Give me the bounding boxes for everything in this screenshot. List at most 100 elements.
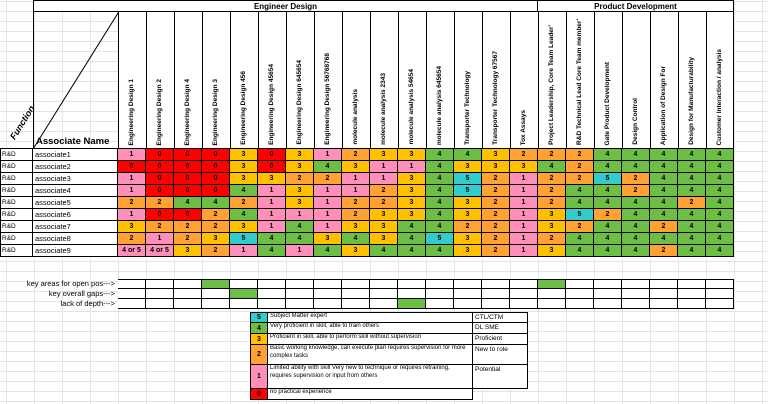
function-cell[interactable]: R&D [0,221,33,233]
annotation-cell[interactable] [146,279,174,289]
annotation-cell[interactable] [286,299,314,309]
column-header[interactable]: Engineering Design 45654 [258,12,286,148]
skill-cell[interactable]: 3 [398,197,426,209]
skill-cell[interactable]: 2 [454,221,482,233]
skill-cell[interactable]: 1 [258,197,286,209]
skill-cell[interactable]: 4 [678,149,706,161]
skill-cell[interactable]: 3 [538,245,566,257]
skill-cell[interactable]: 4 [678,221,706,233]
skill-cell[interactable]: 2 [482,173,510,185]
annotation-cell[interactable] [594,279,622,289]
column-header[interactable]: molecule analysis 645654 [426,12,454,148]
skill-cell[interactable]: 5 [454,173,482,185]
skill-cell[interactable]: 2 [230,197,258,209]
annotation-cell[interactable] [706,289,734,299]
column-header[interactable]: Engineering Design 645654 [286,12,314,148]
skill-cell[interactable]: 1 [314,221,342,233]
skill-cell[interactable]: 1 [510,209,538,221]
skill-cell[interactable]: 4 [678,245,706,257]
annotation-cell[interactable] [286,289,314,299]
skill-cell[interactable]: 3 [454,233,482,245]
skill-cell[interactable]: 3 [454,245,482,257]
skill-cell[interactable]: 1 [258,221,286,233]
skill-cell[interactable]: 4 [426,245,454,257]
skill-cell[interactable]: 0 [146,185,174,197]
skill-cell[interactable]: 3 [370,149,398,161]
skill-cell[interactable]: 1 [286,209,314,221]
skill-cell[interactable]: 4 [286,233,314,245]
skill-cell[interactable]: 3 [286,161,314,173]
annotation-cell[interactable] [678,279,706,289]
skill-cell[interactable]: 2 [566,149,594,161]
associate-name-cell[interactable]: associate9 [33,245,118,257]
skill-cell[interactable]: 1 [314,197,342,209]
column-header[interactable]: Engineering Design 1 [118,12,146,148]
skill-cell[interactable]: 3 [538,221,566,233]
annotation-cell[interactable] [454,279,482,289]
skill-cell[interactable]: 4 [342,233,370,245]
skill-cell[interactable]: 4 [622,245,650,257]
annotation-cell[interactable] [622,289,650,299]
associate-name-cell[interactable]: associate2 [33,161,118,173]
associate-name-cell[interactable]: associate7 [33,221,118,233]
skill-cell[interactable]: 2 [538,197,566,209]
skill-cell[interactable]: 0 [146,161,174,173]
skill-cell[interactable]: 4 [566,245,594,257]
skill-cell[interactable]: 4 [594,161,622,173]
annotation-cell[interactable] [398,289,426,299]
skill-cell[interactable]: 3 [482,149,510,161]
skill-cell[interactable]: 2 [538,149,566,161]
skill-cell[interactable]: 1 [314,185,342,197]
annotation-cell[interactable] [314,289,342,299]
skill-cell[interactable]: 4 [398,221,426,233]
group-header-product-development[interactable]: Product Development [538,0,734,12]
annotation-cell[interactable] [566,299,594,309]
skill-cell[interactable]: 3 [202,233,230,245]
skill-cell[interactable]: 3 [174,245,202,257]
annotation-cell[interactable] [286,279,314,289]
function-cell[interactable]: R&D [0,149,33,161]
skill-cell[interactable]: 4 [650,233,678,245]
function-cell[interactable]: R&D [0,197,33,209]
skill-cell[interactable]: 3 [398,209,426,221]
skill-cell[interactable]: 3 [342,221,370,233]
skill-cell[interactable]: 4 [426,185,454,197]
annotation-cell[interactable] [118,289,146,299]
skill-cell[interactable]: 4 [594,233,622,245]
skill-cell[interactable]: 4 [650,149,678,161]
skill-cell[interactable]: 3 [286,185,314,197]
column-header[interactable]: Engineering Design 2 [146,12,174,148]
skill-cell[interactable]: 1 [258,185,286,197]
skill-cell[interactable]: 3 [370,233,398,245]
annotation-cell[interactable] [202,299,230,309]
skill-cell[interactable]: 0 [174,209,202,221]
skill-cell[interactable]: 2 [538,185,566,197]
skill-cell[interactable]: 3 [230,173,258,185]
associate-name-cell[interactable]: associate8 [33,233,118,245]
skill-cell[interactable]: 4 [678,173,706,185]
annotation-cell[interactable] [706,279,734,289]
skill-cell[interactable]: 2 [482,245,510,257]
skill-cell[interactable]: 2 [482,209,510,221]
skill-cell[interactable]: 4 [258,245,286,257]
annotation-cell[interactable] [258,299,286,309]
skill-cell[interactable]: 3 [286,149,314,161]
skill-cell[interactable]: 4 [622,221,650,233]
skill-cell[interactable]: 0 [202,149,230,161]
skill-cell[interactable]: 4 [258,233,286,245]
skill-cell[interactable]: 4 [622,161,650,173]
skill-cell[interactable]: 0 [258,161,286,173]
skill-cell[interactable]: 4 [538,161,566,173]
skill-cell[interactable]: 4 [566,185,594,197]
skill-cell[interactable]: 4 or 5 [118,245,146,257]
column-header[interactable]: Project Leadership, Core Team Leader' [538,12,566,148]
skill-cell[interactable]: 3 [258,173,286,185]
annotation-cell[interactable] [706,299,734,309]
skill-cell[interactable]: 4 [314,161,342,173]
skill-cell[interactable]: 0 [146,149,174,161]
associate-name-cell[interactable]: associate5 [33,197,118,209]
annotation-cell[interactable] [202,289,230,299]
skill-cell[interactable]: 2 [482,197,510,209]
annotation-cell[interactable] [510,279,538,289]
skill-cell[interactable]: 0 [174,173,202,185]
